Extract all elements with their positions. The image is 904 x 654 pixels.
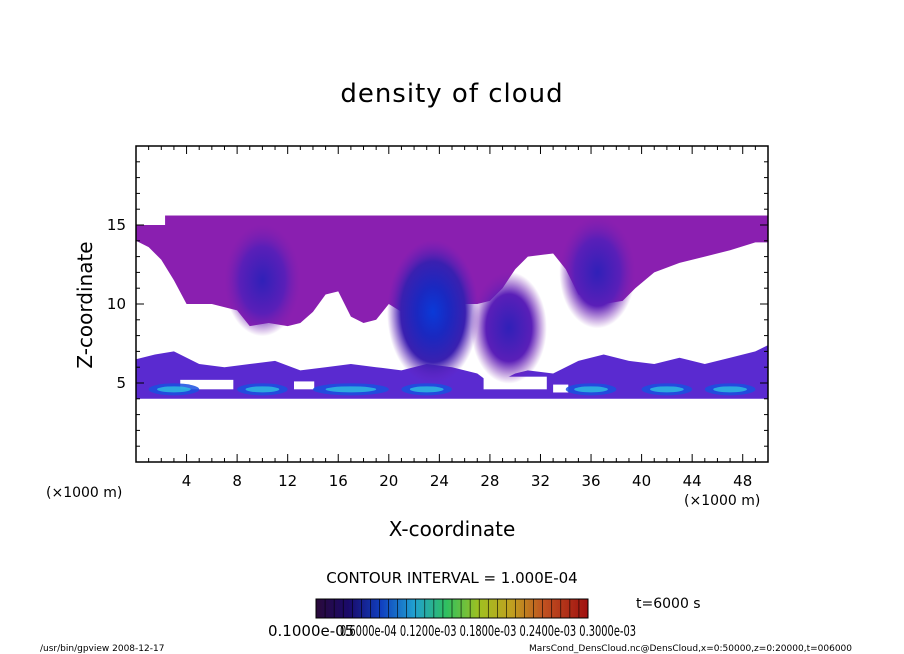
base-streak-core [574, 386, 608, 393]
convective-core [470, 271, 547, 384]
footer-left: /usr/bin/gpview 2008-12-17 [40, 644, 164, 654]
time-label: t=6000 s [636, 596, 701, 612]
x-tick-label: 40 [632, 472, 651, 490]
clear-gap [294, 381, 315, 390]
base-streak-core [409, 386, 444, 393]
y-tick-label: 15 [107, 216, 126, 234]
x-tick-label: 44 [683, 472, 702, 490]
y-tick-label: 5 [116, 374, 126, 392]
convective-core [224, 224, 301, 337]
x-tick-label: 32 [531, 472, 550, 490]
x-units-label: (×1000 m) [684, 493, 760, 509]
x-tick-label: 4 [182, 472, 192, 490]
x-axis-label: X-coordinate [389, 517, 516, 541]
x-tick-label: 12 [278, 472, 297, 490]
contour-interval: CONTOUR INTERVAL = 1.000E-04 [326, 569, 577, 587]
cloud-field [136, 215, 768, 399]
base-streak-core [650, 386, 684, 393]
clear-gap [180, 379, 234, 390]
x-tick-label: 28 [480, 472, 499, 490]
x-tick-label: 16 [329, 472, 348, 490]
colorbar-label-overlap: 0.6000e-04 0.1200e-03 0.1800e-03 0.2400e… [340, 622, 636, 640]
base-streak-core [713, 386, 747, 393]
convective-core [387, 239, 480, 384]
clear-gap [553, 384, 569, 393]
y-units-label: (×1000 m) [46, 485, 122, 501]
colorbar-ticks [315, 599, 589, 618]
y-axis-label: Z-coordinate [73, 241, 97, 368]
cloud-top-lip [165, 215, 768, 225]
x-tick-label: 20 [379, 472, 398, 490]
base-streak-core [325, 386, 377, 393]
x-tick-label: 36 [581, 472, 600, 490]
footer-right: MarsCond_DensCloud.nc@DensCloud,x=0:5000… [529, 644, 852, 654]
colorbar-label-min: 0.1000e-05 [268, 622, 354, 640]
y-tick-label: 10 [107, 295, 126, 313]
base-streak-core [245, 386, 280, 393]
x-tick-label: 8 [232, 472, 242, 490]
base-streak-core [157, 386, 191, 393]
convective-core [559, 216, 636, 329]
x-tick-label: 24 [430, 472, 449, 490]
x-tick-label: 48 [733, 472, 752, 490]
chart-title: density of cloud [340, 79, 563, 109]
